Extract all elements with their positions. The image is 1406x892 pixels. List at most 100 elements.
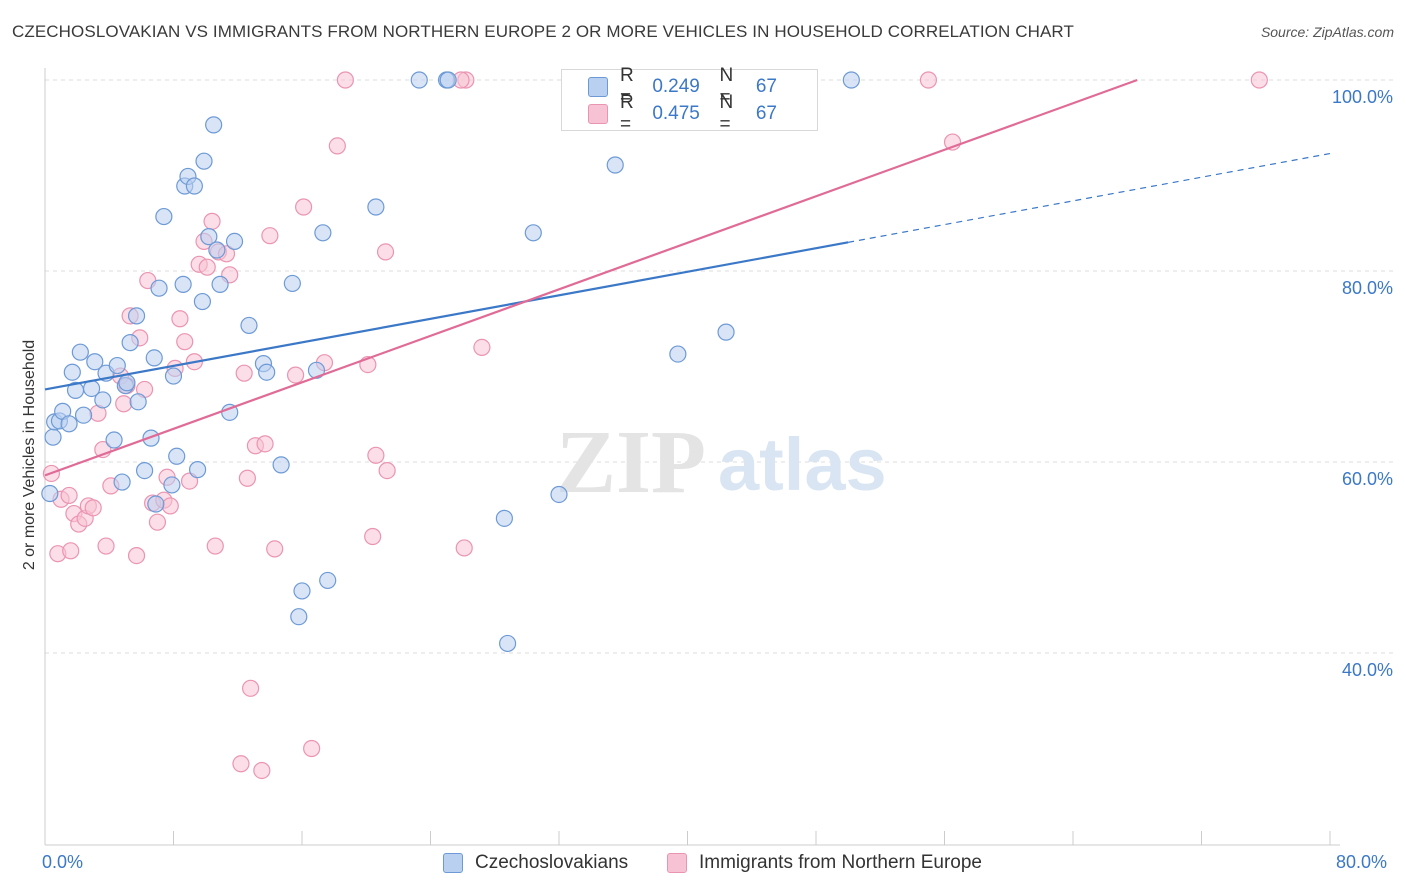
legend-item-czechoslovakians: Czechoslovakians (443, 852, 628, 874)
data-point (410, 71, 428, 89)
x-tick-min: 0.0% (42, 852, 84, 872)
correlation-legend: R = 0.249 N = 67 R = 0.475 N = 67 (561, 65, 818, 135)
data-point (198, 258, 216, 276)
data-point (97, 537, 115, 555)
y-tick-label: 80.0% (1342, 278, 1393, 298)
data-point (295, 198, 313, 216)
data-point (439, 71, 457, 89)
data-point (303, 739, 321, 758)
data-point (171, 310, 189, 328)
data-point (307, 361, 326, 379)
data-point (524, 224, 542, 242)
data-point (314, 224, 332, 242)
data-point (367, 198, 385, 216)
legend-item-immigrants: Immigrants from Northern Europe (667, 852, 982, 874)
legend-r-label: R = (620, 65, 634, 108)
legend-n-label: N = (719, 92, 734, 135)
legend-r-value: 0.475 (652, 103, 700, 124)
trend-line-immigrants (44, 78, 1138, 477)
chart-title: CZECHOSLOVAKIAN VS IMMIGRANTS FROM NORTH… (12, 22, 1074, 41)
data-point (286, 366, 305, 384)
data-point (155, 207, 173, 226)
legend-n-value: 67 (755, 76, 777, 97)
data-point (455, 539, 473, 557)
data-point (256, 435, 274, 453)
data-point (550, 485, 568, 504)
data-point (147, 495, 165, 513)
data-point (121, 334, 139, 352)
data-point (127, 307, 146, 325)
data-point (242, 679, 260, 697)
legend-n-value: 67 (755, 103, 777, 124)
legend-n-label: N = (719, 65, 734, 108)
data-point (195, 152, 213, 170)
data-point (266, 540, 284, 558)
data-point (71, 343, 89, 361)
data-point (62, 542, 80, 560)
data-point (94, 391, 112, 409)
data-point (842, 71, 860, 89)
data-point (113, 473, 131, 491)
data-point (283, 274, 301, 293)
watermark-zip: ZIP (556, 413, 706, 512)
data-point (168, 447, 186, 465)
data-point (919, 71, 938, 89)
data-point (261, 227, 279, 245)
legend-label: Immigrants from Northern Europe (699, 852, 982, 873)
data-point (1250, 71, 1268, 89)
legend-swatch-pink (667, 853, 687, 873)
data-point (717, 323, 735, 341)
data-point (495, 509, 513, 527)
data-point (205, 116, 223, 134)
data-point (74, 406, 93, 424)
legend-r-label: R = (620, 92, 634, 135)
data-point (44, 428, 62, 446)
data-point (473, 338, 491, 356)
data-point (319, 571, 337, 590)
data-point (378, 461, 396, 480)
trend-line-czechoslovakians (44, 241, 849, 391)
data-point (41, 484, 59, 503)
data-point (163, 476, 181, 494)
data-point (336, 71, 354, 89)
data-point (499, 634, 517, 653)
data-point (108, 356, 126, 375)
data-point (86, 353, 104, 371)
data-point (174, 275, 192, 293)
data-point (200, 228, 218, 246)
data-point (208, 241, 226, 259)
data-point (135, 461, 154, 480)
data-point (105, 431, 123, 449)
data-point (129, 393, 147, 411)
y-tick-label: 60.0% (1342, 469, 1393, 489)
series-czechoslovakians-points (41, 71, 860, 653)
data-point (606, 156, 624, 174)
legend-row-immigrants: R = 0.475 N = 67 (588, 92, 817, 135)
trend-line-czechoslovakians-extension (848, 152, 1331, 243)
data-point (290, 608, 308, 626)
data-point (364, 527, 382, 546)
data-point (235, 364, 253, 382)
source-label: Source: ZipAtlas.com (1260, 24, 1394, 40)
legend-swatch-blue (588, 77, 608, 97)
data-point (293, 582, 311, 600)
watermark-atlas: atlas (718, 423, 887, 506)
axes: 40.0% 60.0% 80.0% 100.0% (44, 68, 1393, 846)
data-point (367, 446, 385, 464)
legend-swatch-pink (588, 104, 608, 124)
y-tick-label: 40.0% (1342, 660, 1393, 680)
data-point (127, 546, 146, 565)
data-point (272, 456, 290, 474)
data-point (225, 232, 244, 250)
legend-row-czechoslovakians: R = 0.249 N = 67 (588, 65, 817, 108)
data-point (238, 469, 256, 487)
data-point (60, 486, 78, 505)
data-point (240, 316, 258, 335)
data-point (258, 363, 276, 381)
data-point (148, 513, 167, 531)
data-point (60, 415, 78, 433)
data-point (669, 345, 687, 363)
data-point (188, 461, 207, 479)
data-point (63, 363, 81, 381)
legend-label: Czechoslovakians (475, 852, 629, 873)
